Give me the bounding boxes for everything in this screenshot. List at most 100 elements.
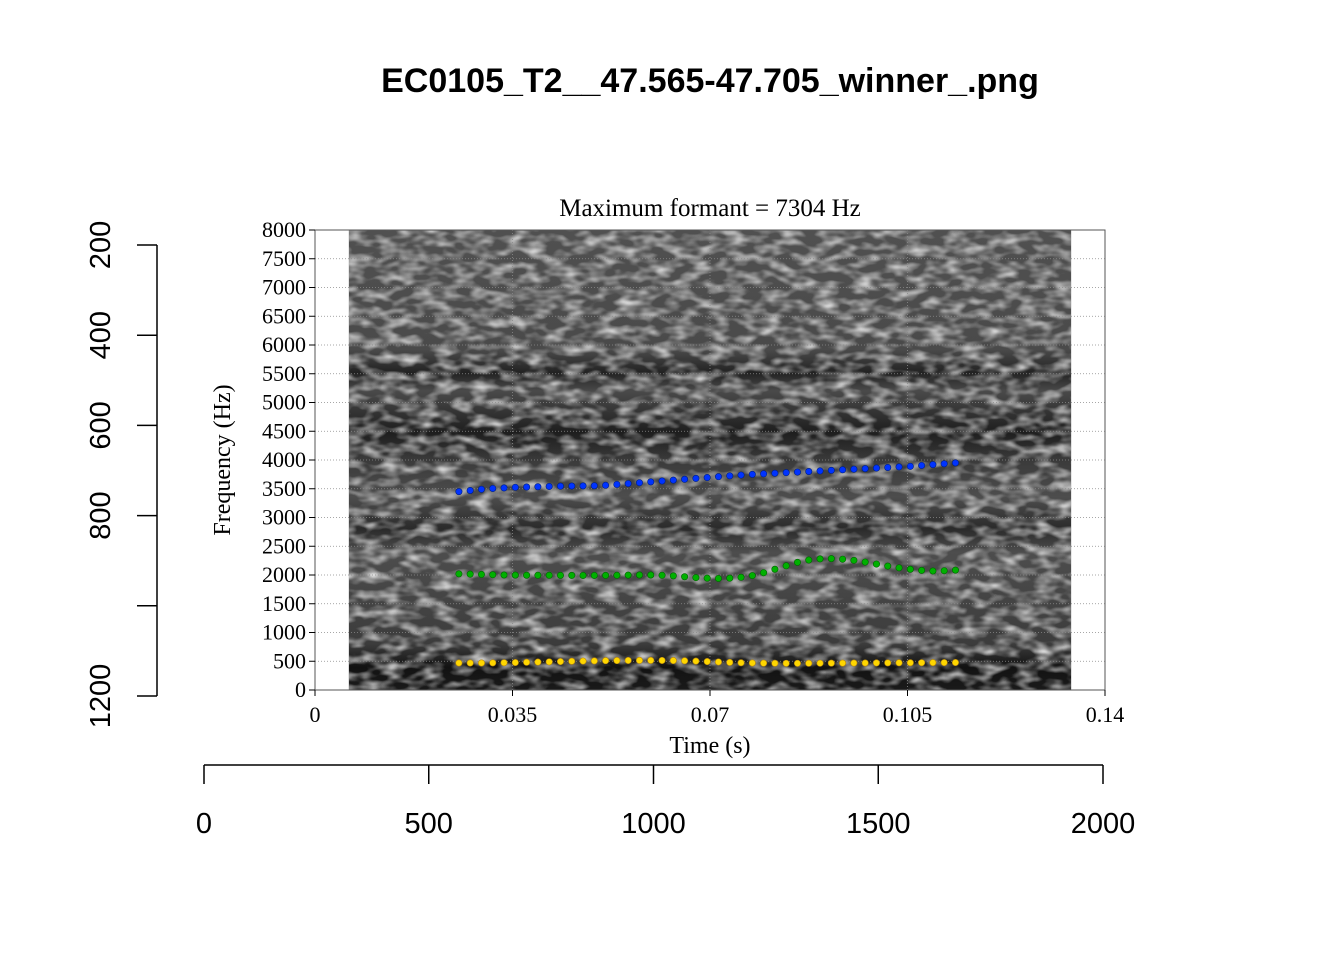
outer-bottom-tick-label: 1000	[621, 808, 686, 840]
formant-point	[658, 571, 666, 579]
formant-point	[861, 465, 869, 473]
formant-point	[771, 469, 779, 477]
formant-point	[556, 482, 564, 490]
formant-point	[523, 571, 531, 579]
formant-point	[579, 657, 587, 665]
y-tick-label: 6000	[262, 332, 306, 357]
formant-point	[534, 571, 542, 579]
formant-point	[590, 571, 598, 579]
formant-point	[602, 571, 610, 579]
y-tick-label: 3000	[262, 505, 306, 530]
y-tick-label: 7000	[262, 275, 306, 300]
formant-point	[489, 484, 497, 492]
formant-point	[771, 565, 779, 573]
formant-point	[816, 659, 824, 667]
outer-left-tick-label: 200	[85, 221, 117, 269]
formant-point	[760, 569, 768, 577]
formant-point	[816, 555, 824, 563]
formant-point	[624, 571, 632, 579]
formant-point	[613, 571, 621, 579]
formant-point	[726, 472, 734, 480]
formant-point	[782, 659, 790, 667]
formant-point	[466, 659, 474, 667]
formant-point	[782, 469, 790, 477]
formant-point	[590, 657, 598, 665]
y-tick-label: 2000	[262, 562, 306, 587]
formant-point	[692, 574, 700, 582]
formant-point	[579, 571, 587, 579]
formant-point	[726, 574, 734, 582]
spectrogram-plot: Maximum formant = 7304 Hz 0 500 1000 1500 20…	[210, 195, 1124, 759]
formant-point	[613, 657, 621, 665]
y-axis: 0 500 1000 1500 2000 2500 3000 3500 4000 4500 5000…	[262, 217, 315, 702]
formant-point	[906, 659, 914, 667]
formant-point	[760, 659, 768, 667]
formant-point	[477, 659, 485, 667]
y-tick-label: 500	[273, 648, 306, 673]
y-axis-label: Frequency (Hz)	[210, 384, 236, 535]
formant-point	[918, 659, 926, 667]
y-tick-label: 1500	[262, 591, 306, 616]
formant-point	[872, 464, 880, 472]
formant-point	[782, 562, 790, 570]
formant-point	[511, 483, 519, 491]
x-tick-label: 0.035	[488, 702, 538, 727]
formant-point	[466, 486, 474, 494]
outer-bottom-axis: 0 500 1000 1500 2000	[196, 764, 1136, 840]
y-tick-label: 5500	[262, 361, 306, 386]
formant-point	[455, 570, 463, 578]
y-tick-label: 5000	[262, 390, 306, 415]
formant-point	[556, 571, 564, 579]
formant-point	[760, 470, 768, 478]
figure-title: EC0105_T2__47.565-47.705_winner_.png	[381, 62, 1039, 100]
formant-point	[771, 659, 779, 667]
formant-point	[692, 657, 700, 665]
formant-point	[681, 573, 689, 581]
y-tick-label: 1000	[262, 620, 306, 645]
formant-point	[489, 659, 497, 667]
spectrogram-texture	[348, 230, 1072, 690]
formant-point	[500, 659, 508, 667]
formant-point	[511, 571, 519, 579]
spectrogram-image	[348, 230, 1072, 690]
formant-point	[658, 656, 666, 664]
formant-point	[805, 467, 813, 475]
formant-point	[455, 488, 463, 496]
formant-point	[534, 483, 542, 491]
formant-point	[568, 571, 576, 579]
x-tick-label: 0.14	[1086, 702, 1125, 727]
formant-point	[895, 463, 903, 471]
formant-point	[951, 459, 959, 467]
formant-point	[850, 556, 858, 564]
formant-point	[906, 565, 914, 573]
formant-point	[635, 571, 643, 579]
formant-point	[748, 659, 756, 667]
formant-point	[805, 659, 813, 667]
y-tick-label: 4000	[262, 447, 306, 472]
formant-point	[839, 555, 847, 563]
formant-point	[714, 473, 722, 481]
formant-point	[647, 656, 655, 664]
formant-point	[737, 573, 745, 581]
x-axis: 0 0.035 0.07 0.105 0.14	[310, 690, 1125, 727]
formant-point	[647, 571, 655, 579]
x-tick-label: 0.105	[883, 702, 933, 727]
formant-point	[703, 474, 711, 482]
formant-point	[816, 467, 824, 475]
y-tick-label: 6500	[262, 303, 306, 328]
formant-point	[635, 656, 643, 664]
formant-point	[929, 567, 937, 575]
y-tick-label: 3500	[262, 476, 306, 501]
formant-point	[929, 659, 937, 667]
formant-point	[681, 657, 689, 665]
formant-point	[805, 556, 813, 564]
x-tick-label: 0	[310, 702, 321, 727]
outer-bottom-tick-label: 0	[196, 808, 212, 840]
formant-point	[545, 658, 553, 666]
formant-point	[839, 659, 847, 667]
outer-bottom-tick-label: 2000	[1071, 808, 1136, 840]
formant-point	[602, 657, 610, 665]
plot-subtitle: Maximum formant = 7304 Hz	[559, 195, 861, 222]
outer-left-tick-label: 600	[85, 401, 117, 449]
